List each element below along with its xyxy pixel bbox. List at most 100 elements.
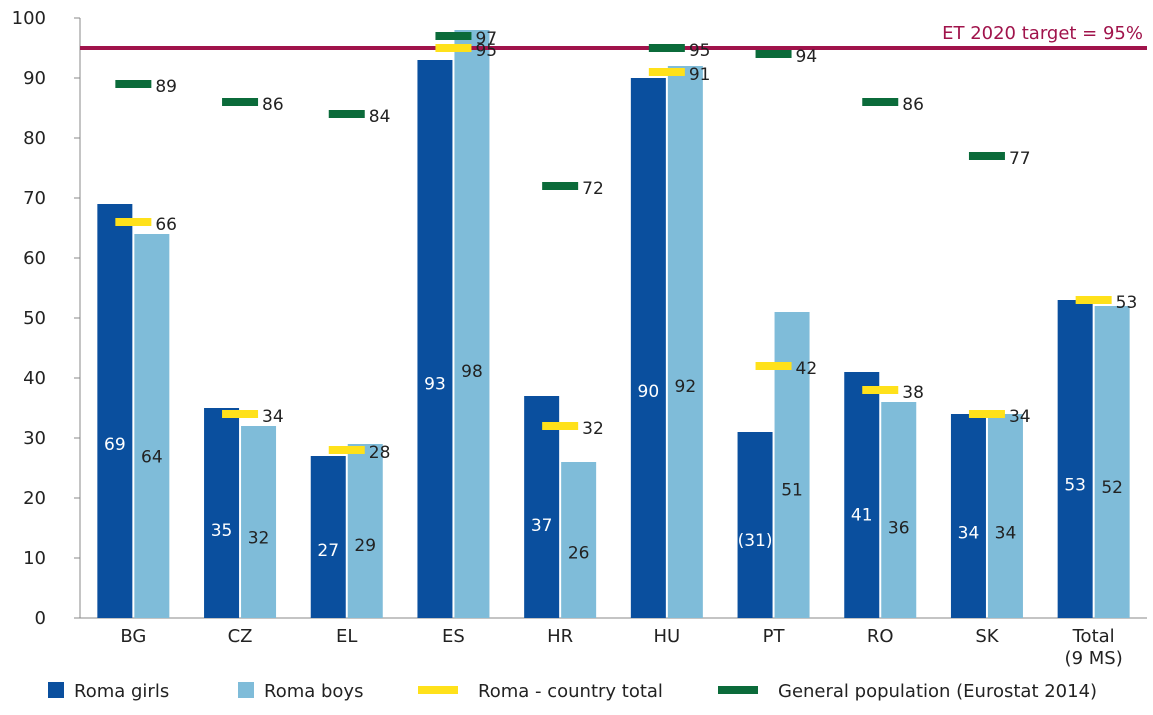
bar-roma-boys bbox=[1094, 306, 1130, 618]
bar-roma-boys bbox=[347, 444, 383, 618]
marker-label-roma-country-total: 95 bbox=[475, 41, 497, 61]
marker-label-roma-country-total: 34 bbox=[1009, 407, 1031, 427]
bar-roma-girls bbox=[310, 456, 346, 618]
marker-roma-country-total bbox=[435, 44, 472, 52]
bar-roma-boys bbox=[561, 462, 597, 618]
bar-roma-girls bbox=[1057, 300, 1093, 618]
bar-value-label-girls: 93 bbox=[424, 375, 446, 395]
bar-value-label-girls: 69 bbox=[104, 435, 126, 455]
marker-roma-country-total bbox=[1075, 296, 1112, 304]
bar-value-label-girls: 34 bbox=[958, 523, 980, 543]
bar-value-label-girls: 27 bbox=[317, 541, 339, 561]
bar-value-label-boys: 32 bbox=[248, 528, 270, 548]
x-tick-label: HU bbox=[653, 626, 680, 647]
marker-label-roma-country-total: 38 bbox=[902, 383, 924, 403]
marker-roma-country-total bbox=[862, 386, 899, 394]
marker-label-general-population: 95 bbox=[689, 41, 711, 61]
target-line-group: ET 2020 target = 95% bbox=[80, 23, 1147, 50]
x-tick-label: PT bbox=[763, 626, 786, 647]
x-tick-label: (9 MS) bbox=[1065, 648, 1123, 669]
legend-label: Roma girls bbox=[74, 681, 169, 702]
x-tick-label: CZ bbox=[228, 626, 253, 647]
marker-general-population bbox=[222, 98, 259, 106]
bar-value-label-boys: 92 bbox=[675, 377, 697, 397]
legend-dash bbox=[418, 686, 458, 694]
y-tick-label: 90 bbox=[23, 68, 46, 89]
bar-value-label-boys: 34 bbox=[995, 523, 1017, 543]
bar-value-label-girls: 90 bbox=[638, 382, 660, 402]
marker-label-general-population: 89 bbox=[155, 77, 177, 97]
marker-label-general-population: 86 bbox=[902, 95, 924, 115]
marker-label-roma-country-total: 42 bbox=[796, 359, 818, 379]
bar-value-label-boys: 26 bbox=[568, 543, 590, 563]
y-tick-label: 30 bbox=[23, 428, 46, 449]
x-tick-label: SK bbox=[975, 626, 999, 647]
legend-dash bbox=[718, 686, 758, 694]
x-tick-label: RO bbox=[867, 626, 894, 647]
legend-label: Roma - country total bbox=[478, 681, 663, 702]
legend-label: Roma boys bbox=[264, 681, 363, 702]
bar-roma-girls bbox=[844, 372, 880, 618]
bar-roma-girls bbox=[204, 408, 240, 618]
marker-label-general-population: 84 bbox=[369, 107, 391, 127]
marker-label-roma-country-total: 34 bbox=[262, 407, 284, 427]
marker-label-roma-country-total: 53 bbox=[1116, 293, 1138, 313]
bar-roma-girls bbox=[524, 396, 560, 618]
x-axis-labels: BG CZ EL ES HR HU PT RO SK Total(9 MS) bbox=[120, 626, 1122, 669]
y-tick-label: 100 bbox=[12, 8, 46, 29]
bar-roma-girls bbox=[417, 60, 453, 618]
bar-value-label-girls: 37 bbox=[531, 516, 553, 536]
marker-roma-country-total bbox=[968, 410, 1005, 418]
bar-value-label-girls: (31) bbox=[738, 531, 773, 551]
marker-general-population bbox=[648, 44, 685, 52]
marker-roma-country-total bbox=[542, 422, 579, 430]
y-tick-label: 20 bbox=[23, 488, 46, 509]
marker-label-general-population: 97 bbox=[475, 29, 497, 49]
legend-swatch bbox=[238, 682, 254, 698]
marker-label-general-population: 94 bbox=[796, 47, 818, 67]
bar-value-label-girls: 35 bbox=[211, 521, 233, 541]
y-tick-label: 0 bbox=[35, 608, 46, 629]
marker-general-population bbox=[115, 80, 152, 88]
y-axis-ticks: 0 10 20 30 40 50 60 70 80 90 100 bbox=[12, 8, 80, 629]
y-tick-label: 10 bbox=[23, 548, 46, 569]
y-tick-label: 50 bbox=[23, 308, 46, 329]
bar-roma-girls bbox=[950, 414, 986, 618]
bar-value-label-boys: 52 bbox=[1101, 478, 1123, 498]
marker-roma-country-total bbox=[222, 410, 259, 418]
bar-roma-girls bbox=[630, 78, 666, 618]
marker-label-general-population: 86 bbox=[262, 95, 284, 115]
bar-value-label-girls: 41 bbox=[851, 506, 873, 526]
bar-roma-boys bbox=[667, 66, 703, 618]
bar-roma-girls bbox=[737, 432, 773, 618]
bar-value-label-boys: 98 bbox=[461, 362, 483, 382]
bar-roma-boys bbox=[774, 312, 810, 618]
bar-roma-boys bbox=[134, 234, 170, 618]
y-tick-label: 40 bbox=[23, 368, 46, 389]
y-tick-label: 70 bbox=[23, 188, 46, 209]
bar-roma-boys bbox=[987, 414, 1023, 618]
bar-value-label-boys: 51 bbox=[781, 480, 803, 500]
legend-swatch bbox=[48, 682, 64, 698]
marker-roma-country-total bbox=[755, 362, 792, 370]
marker-roma-country-total bbox=[328, 446, 365, 454]
bars: 69 64 35 32 27 29 93 98 37 26 90 92 (31) 51 41 36 34 34 53… bbox=[97, 30, 1130, 618]
marker-general-population bbox=[435, 32, 472, 40]
bar-roma-girls bbox=[97, 204, 133, 618]
marker-general-population bbox=[968, 152, 1005, 160]
marker-roma-country-total bbox=[115, 218, 152, 226]
y-tick-label: 60 bbox=[23, 248, 46, 269]
bar-value-label-girls: 53 bbox=[1064, 475, 1086, 495]
marker-roma-country-total bbox=[648, 68, 685, 76]
legend: Roma girls Roma boys Roma - country total G… bbox=[48, 681, 1097, 702]
marker-label-roma-country-total: 28 bbox=[369, 443, 391, 463]
marker-general-population bbox=[542, 182, 579, 190]
marker-label-general-population: 72 bbox=[582, 179, 604, 199]
marker-label-roma-country-total: 32 bbox=[582, 419, 604, 439]
y-tick-label: 80 bbox=[23, 128, 46, 149]
marker-general-population bbox=[755, 50, 792, 58]
marker-label-roma-country-total: 66 bbox=[155, 215, 177, 235]
bar-value-label-boys: 36 bbox=[888, 518, 910, 538]
